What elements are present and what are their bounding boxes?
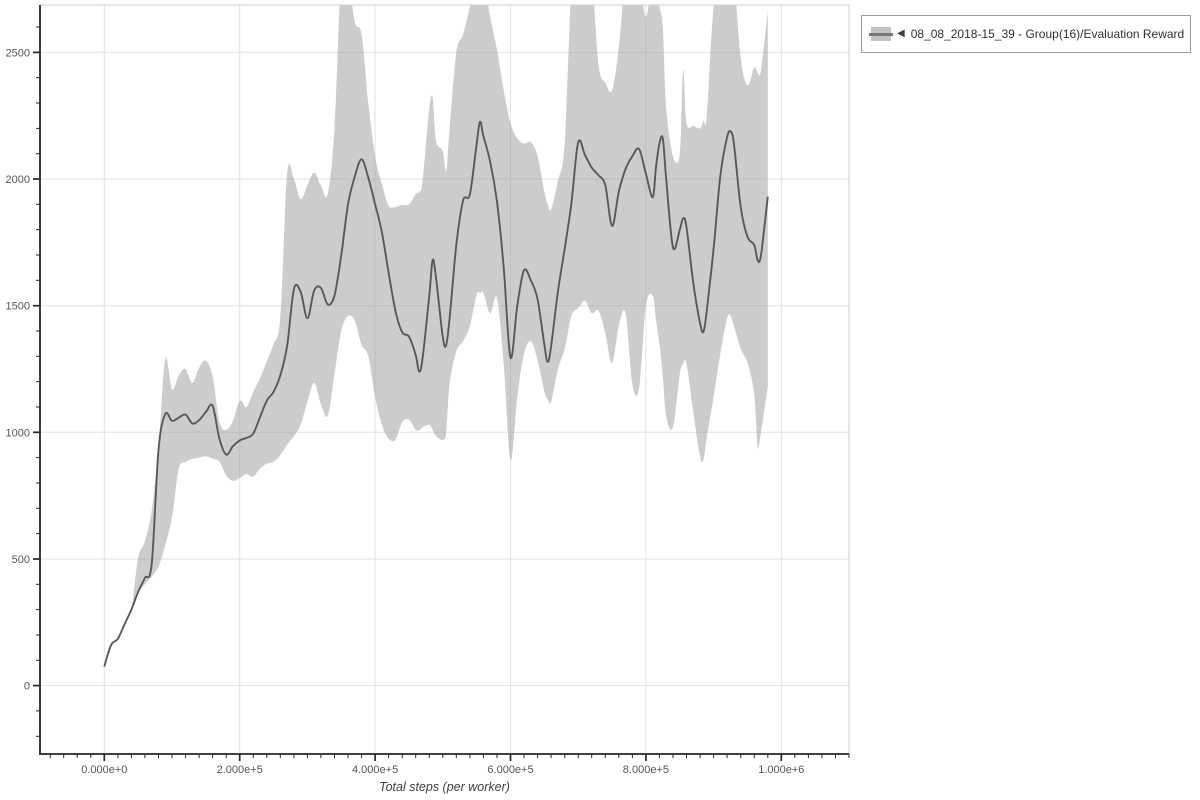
x-tick-label: 2.000e+5 (217, 764, 263, 776)
x-tick-label: 8.000e+5 (623, 764, 669, 776)
legend-collapse-triangle-icon[interactable]: ◀ (897, 28, 905, 39)
y-tick-label: 500 (12, 554, 30, 566)
x-tick-label: 4.000e+5 (352, 764, 398, 776)
x-tick-label: 0.000e+0 (81, 764, 127, 776)
tick-labels: 0.000e+0 2.000e+5 4.000e+5 6.000e+5 8.000e+5… (6, 47, 805, 776)
legend-band-swatch-icon (869, 27, 893, 41)
x-axis-label: Total steps (per worker) (379, 780, 510, 794)
legend: ◀ 08_08_2018-15_39 - Group(16)/Evaluatio… (861, 15, 1191, 53)
y-tick-label: 1500 (6, 301, 30, 313)
y-tick-label: 1000 (6, 427, 30, 439)
y-tick-label: 2000 (6, 174, 30, 186)
y-tick-label: 0 (24, 681, 30, 693)
legend-series-label[interactable]: 08_08_2018-15_39 - Group(16)/Evaluation … (910, 27, 1185, 41)
confidence-band (104, 5, 768, 667)
y-tick-label: 2500 (6, 47, 30, 59)
ticks (33, 26, 850, 761)
x-tick-label: 1.000e+6 (758, 764, 804, 776)
mean-line (103, 120, 769, 667)
x-tick-label: 6.000e+5 (487, 764, 533, 776)
